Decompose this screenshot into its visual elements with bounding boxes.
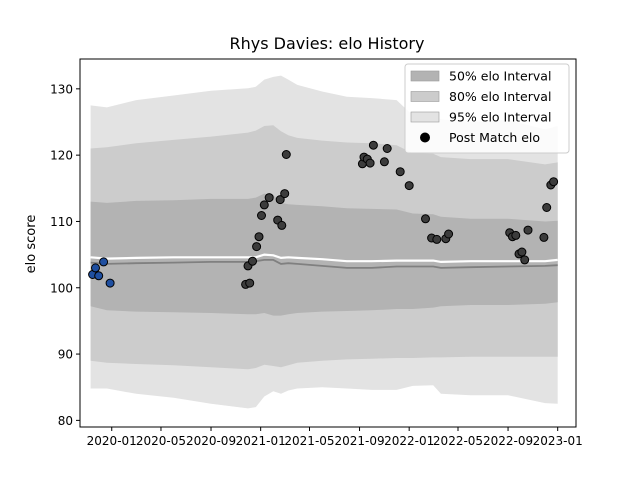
y-tick-label: 120 [50, 149, 73, 163]
post-match-elo-point [365, 158, 375, 168]
post-match-elo-point [421, 214, 430, 224]
mean-line [90, 253, 558, 264]
post-match-elo-point [254, 232, 264, 242]
plot-area [88, 75, 559, 409]
post-match-elo-point [275, 195, 285, 205]
post-match-elo-point [91, 263, 100, 273]
post-match-elo-point [368, 140, 378, 150]
legend-swatch [410, 70, 440, 82]
y-tick-label: 90 [58, 348, 73, 362]
y-tick-label: 110 [50, 215, 73, 229]
post-match-elo-point [395, 167, 405, 177]
post-match-elo-point [523, 225, 533, 235]
post-match-elo-point [264, 193, 274, 203]
band-50-interval [90, 193, 558, 316]
post-match-elo-point [277, 220, 287, 230]
legend-box [404, 63, 570, 154]
x-tick-label: 2021-01 [236, 434, 286, 448]
post-match-elo-point [245, 278, 255, 288]
post-match-elo-point [281, 150, 291, 159]
x-tick-label: 2023-01 [533, 434, 583, 448]
x-tick-label: 2020-01 [87, 434, 137, 448]
median-line [90, 259, 558, 269]
legend: 50% elo Interval 80% elo Interval 95% elo … [404, 63, 570, 154]
legend-label: 95% elo Interval [449, 110, 551, 125]
legend-swatch [410, 111, 440, 123]
legend-label: 80% elo Interval [449, 89, 551, 104]
post-match-elo-point [520, 255, 530, 265]
x-tick-label: 2020-09 [186, 434, 236, 448]
x-tick-label: 2022-09 [483, 434, 533, 448]
post-match-elo-point [257, 211, 266, 220]
legend-label: Post Match elo [449, 130, 540, 145]
post-match-elo-point [549, 177, 559, 187]
y-tick-label: 100 [50, 281, 73, 295]
post-match-elo-point [379, 157, 389, 167]
post-match-elo-point [105, 278, 115, 288]
post-match-elo-point [432, 234, 442, 244]
post-match-elo-point [444, 229, 454, 239]
y-axis-label: elo score [24, 215, 39, 274]
x-tick-label: 2021-05 [284, 434, 334, 448]
post-match-elo-point [94, 271, 104, 281]
post-match-elo-point [252, 242, 262, 252]
legend-swatch [410, 91, 440, 102]
post-match-elo-point [404, 181, 414, 191]
x-tick-label: 2021-09 [334, 434, 384, 448]
post-match-elo-point [99, 257, 109, 267]
post-match-elo-point [517, 247, 527, 257]
post-match-elo-point [511, 230, 521, 240]
x-tick-label: 2020-05 [136, 434, 186, 448]
chart-title: Rhys Davies: elo History [230, 34, 425, 53]
post-match-elo-point [539, 232, 549, 242]
plot-frame [79, 58, 577, 428]
y-tick-label: 80 [58, 414, 73, 428]
post-match-elo-point [382, 144, 392, 153]
x-tick-label: 2022-01 [384, 434, 434, 448]
legend-label: 50% elo Interval [449, 69, 551, 84]
x-tick-label: 2022-05 [433, 434, 483, 448]
y-tick-label: 130 [50, 82, 73, 96]
post-match-elo-point [259, 200, 269, 210]
legend-marker [420, 132, 430, 143]
post-match-elo-point [248, 256, 257, 266]
post-match-elo-point [280, 189, 290, 199]
post-match-elo-point [542, 203, 552, 212]
